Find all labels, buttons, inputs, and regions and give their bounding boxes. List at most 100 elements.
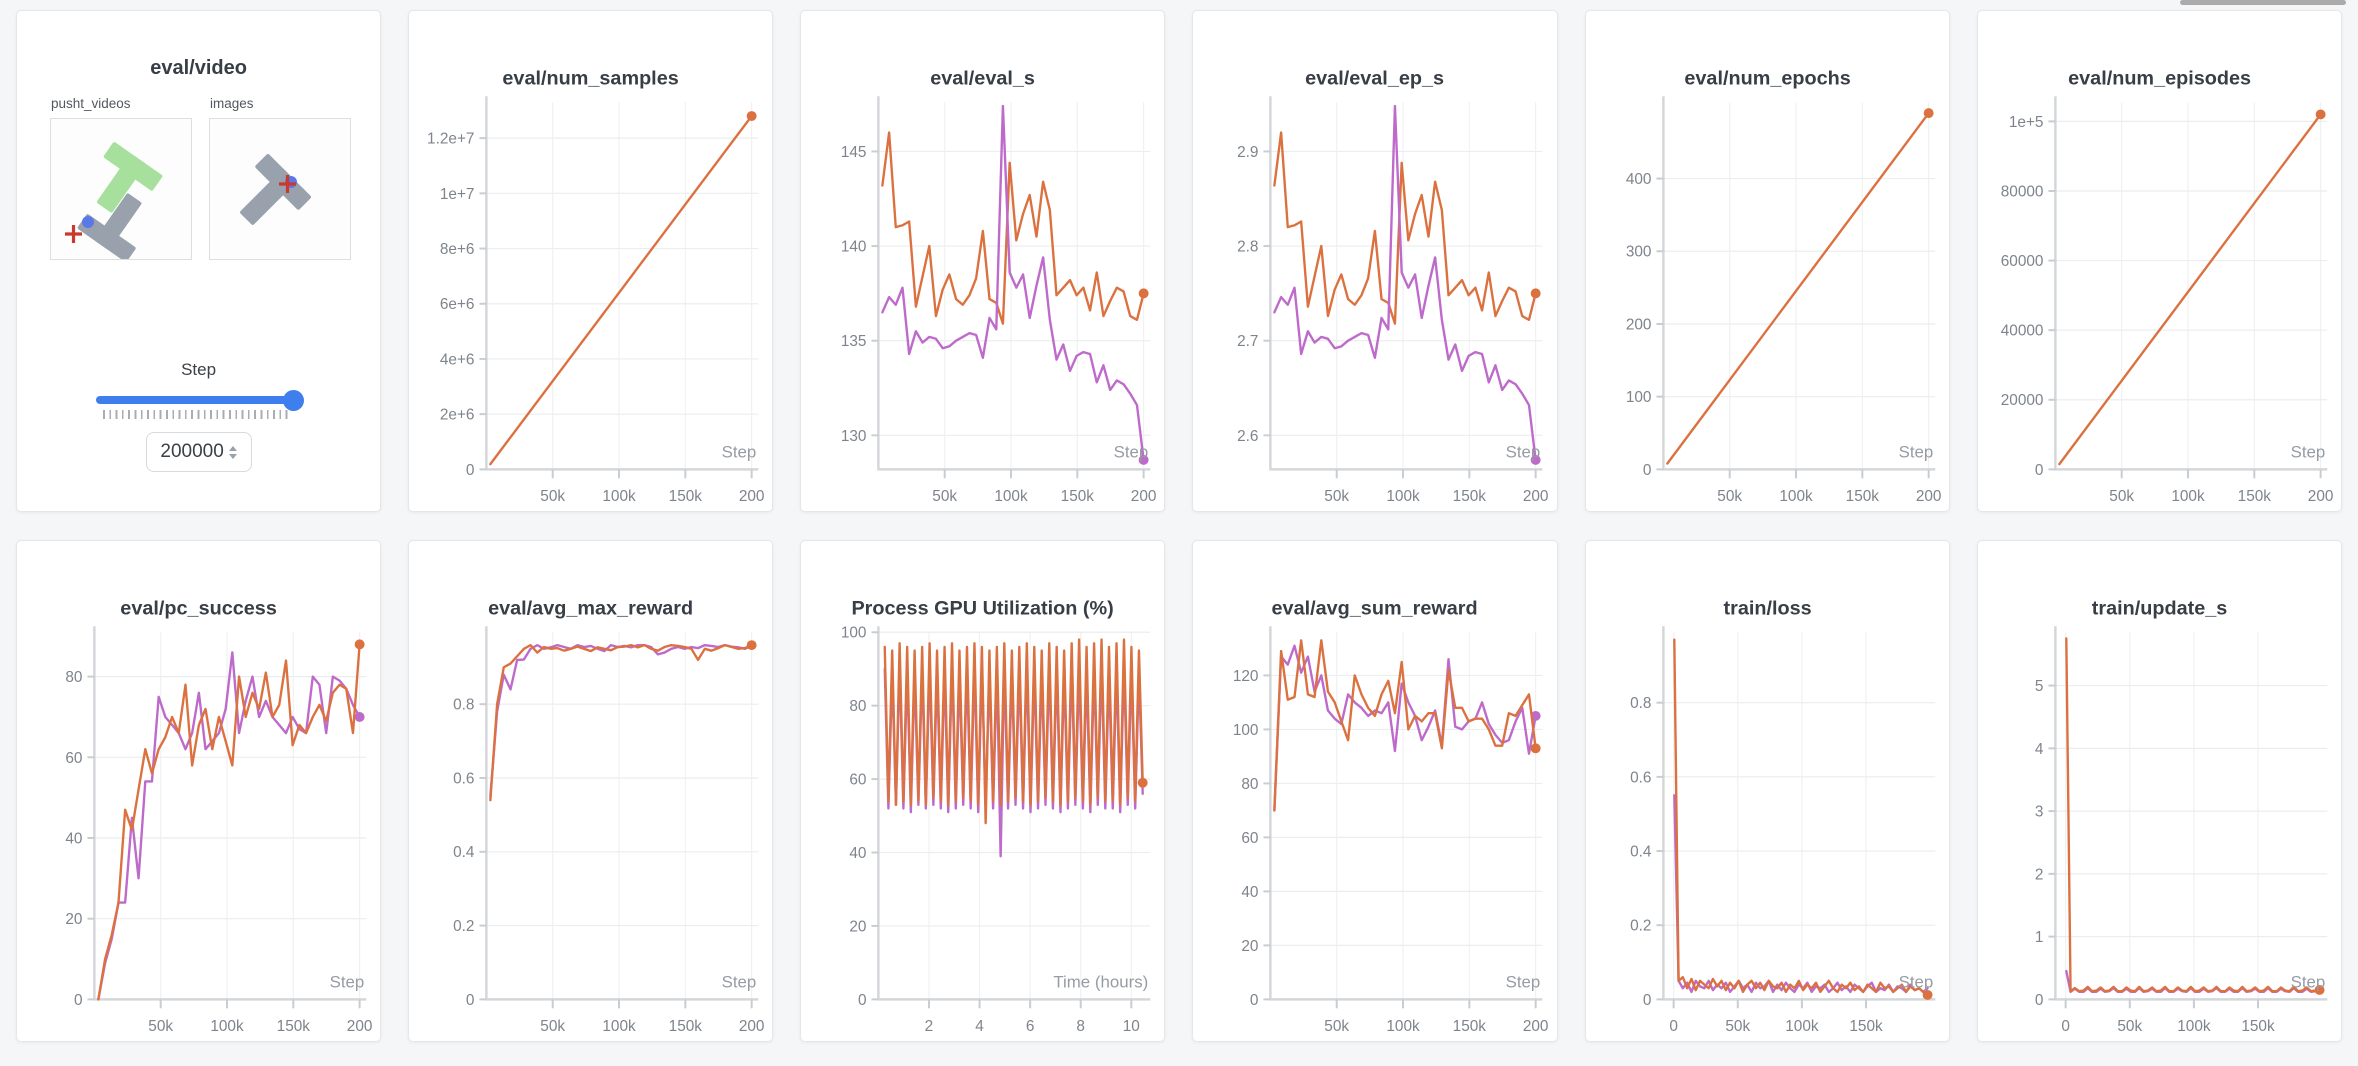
y-tick-label: 40 xyxy=(1242,884,1259,901)
series-end-dot-orange xyxy=(746,111,757,121)
y-tick-label: 300 xyxy=(1625,244,1651,261)
chart-title: eval/num_epochs xyxy=(1684,67,1850,89)
x-tick-label: 50k xyxy=(1325,488,1350,505)
y-tick-label: 200 xyxy=(1625,316,1651,333)
x-tick-label: 100k xyxy=(603,488,637,505)
x-tick-label: 50k xyxy=(1725,1018,1750,1035)
y-tick-label: 0.6 xyxy=(453,770,474,787)
chart-avg_sum_reward[interactable]: 50k 100k 150k 200 0 20 40 60 80 100 120 Step eval/av… xyxy=(1193,541,1556,1041)
step-input-value[interactable]: 200000 xyxy=(160,441,224,462)
series-end-dot-orange xyxy=(746,640,757,651)
chart-title: eval/avg_sum_reward xyxy=(1272,597,1478,619)
stepper-spin-buttons[interactable] xyxy=(228,445,237,459)
y-tick-label: 8e+6 xyxy=(440,241,475,258)
panel-eval-video: eval/video pusht_videos xyxy=(16,10,382,512)
y-tick-label: 130 xyxy=(841,428,867,445)
y-tick-label: 40000 xyxy=(2001,323,2044,340)
step-input[interactable]: 200000 xyxy=(145,432,252,472)
y-tick-label: 1e+5 xyxy=(2009,114,2044,131)
x-axis-label: Step xyxy=(1506,442,1541,461)
x-tick-label: 100k xyxy=(2177,1018,2211,1035)
x-tick-label: 100k xyxy=(210,1018,244,1035)
y-tick-label: 2.6 xyxy=(1238,428,1259,445)
x-tick-label: 200 xyxy=(1523,1018,1549,1035)
x-tick-label: 200 xyxy=(739,488,765,505)
panel-eval_ep_s: 50k 100k 150k 200 2.6 2.7 2.8 2.9 Step eval/eval_… xyxy=(1192,10,1558,512)
series-end-dot-orange xyxy=(1923,108,1934,119)
spin-down-icon[interactable] xyxy=(228,453,237,459)
pusht-scene-image xyxy=(240,154,311,225)
x-tick-label: 50k xyxy=(540,1018,565,1035)
panel-train_update_s: 0 50k 100k 150k 0 1 2 3 4 5 Step train/update_s xyxy=(1976,540,2342,1042)
panel-grid: eval/video pusht_videos xyxy=(16,10,2342,1042)
x-tick-label: 100k xyxy=(1387,488,1421,505)
step-slider[interactable] xyxy=(95,390,304,424)
chart-eval_s[interactable]: 50k 100k 150k 200 130 135 140 145 Step eval/eval_… xyxy=(801,11,1164,511)
video-thumbnail-images[interactable] xyxy=(209,118,351,260)
x-tick-label: 150k xyxy=(2237,488,2271,505)
chart-title: train/update_s xyxy=(2092,597,2228,619)
chart-avg_max_reward[interactable]: 50k 100k 150k 200 0 0.2 0.4 0.6 0.8 Step eval/avg_… xyxy=(409,541,772,1041)
chart-num_samples[interactable]: 50k 100k 150k 200 0 2e+6 4e+6 6e+6 8e+6 1e+7 1.2e+… xyxy=(409,11,772,511)
y-tick-label: 4e+6 xyxy=(440,351,475,368)
x-tick-label: 0 xyxy=(1669,1018,1678,1035)
video-thumbnail-pusht-videos[interactable] xyxy=(50,118,192,262)
x-tick-label: 100k xyxy=(2171,488,2205,505)
y-tick-label: 40 xyxy=(65,830,82,847)
y-tick-label: 0 xyxy=(2035,462,2044,479)
chart-title: Process GPU Utilization (%) xyxy=(852,597,1114,619)
series-end-dot-orange xyxy=(2315,109,2326,120)
series-end-dot-orange xyxy=(1922,989,1933,1000)
y-tick-label: 0.2 xyxy=(1630,918,1651,935)
chart-title: eval/eval_s xyxy=(931,67,1036,89)
y-tick-label: 0.4 xyxy=(1630,843,1652,860)
chart-title: eval/eval_ep_s xyxy=(1306,67,1445,89)
x-tick-label: 200 xyxy=(2308,488,2334,505)
y-tick-label: 0.8 xyxy=(453,697,474,714)
chart-train_update_s[interactable]: 0 50k 100k 150k 0 1 2 3 4 5 Step train/update_s xyxy=(1978,541,2341,1041)
x-tick-label: 100k xyxy=(1779,488,1813,505)
y-tick-label: 0.6 xyxy=(1630,769,1651,786)
gray-t-block xyxy=(240,154,311,225)
slider-handle[interactable] xyxy=(282,390,304,411)
chart-num_episodes[interactable]: 50k 100k 150k 200 0 20000 40000 60000 80000 1e+5 S… xyxy=(1978,11,2341,511)
y-tick-label: 100 xyxy=(1625,389,1651,406)
y-tick-label: 1e+7 xyxy=(440,186,475,203)
y-tick-label: 2.8 xyxy=(1238,239,1259,256)
x-tick-label: 6 xyxy=(1026,1018,1035,1035)
chart-eval_ep_s[interactable]: 50k 100k 150k 200 2.6 2.7 2.8 2.9 Step eval/eval_… xyxy=(1193,11,1556,511)
x-tick-label: 8 xyxy=(1077,1018,1086,1035)
x-axis-label: Step xyxy=(1114,442,1149,461)
y-tick-label: 4 xyxy=(2035,741,2044,758)
chart-pc_success[interactable]: 50k 100k 150k 200 0 20 40 60 80 Step eval/pc_succe… xyxy=(17,541,380,1041)
y-tick-label: 80 xyxy=(850,698,867,715)
x-tick-label: 150k xyxy=(277,1018,311,1035)
slider-track[interactable] xyxy=(95,396,302,404)
x-axis-label: Time (hours) xyxy=(1054,972,1149,991)
chart-train_loss[interactable]: 0 50k 100k 150k 0 0.2 0.4 0.6 0.8 Step train/loss xyxy=(1586,541,1949,1041)
y-tick-label: 0 xyxy=(1643,462,1652,479)
x-tick-label: 50k xyxy=(540,488,565,505)
y-tick-label: 6e+6 xyxy=(440,296,475,313)
series-line-orange xyxy=(1672,638,1929,997)
chart-title: eval/num_samples xyxy=(503,67,679,89)
y-tick-label: 40 xyxy=(850,845,867,862)
y-tick-label: 80 xyxy=(1242,776,1259,793)
spin-up-icon[interactable] xyxy=(228,445,237,451)
x-tick-label: 100k xyxy=(1387,1018,1421,1035)
y-tick-label: 100 xyxy=(1233,722,1259,739)
y-tick-label: 80000 xyxy=(2001,183,2044,200)
horizontal-scrollbar-thumb[interactable] xyxy=(2180,0,2346,5)
x-axis-label: Step xyxy=(2290,442,2325,461)
panel-eval_s: 50k 100k 150k 200 130 135 140 145 Step eval/eval_… xyxy=(800,10,1166,512)
media-label: pusht_videos xyxy=(51,96,131,111)
y-tick-label: 1.2e+7 xyxy=(427,131,474,148)
chart-title: eval/num_episodes xyxy=(2068,67,2251,89)
x-axis-label: Step xyxy=(1506,972,1541,991)
series-line-orange xyxy=(883,638,1145,825)
agent-dot xyxy=(82,216,94,228)
y-tick-label: 400 xyxy=(1625,171,1651,188)
chart-num_epochs[interactable]: 50k 100k 150k 200 0 100 200 300 400 Step eval/num_… xyxy=(1586,11,1949,511)
panel-train_loss: 0 50k 100k 150k 0 0.2 0.4 0.6 0.8 Step train/loss xyxy=(1584,540,1950,1042)
